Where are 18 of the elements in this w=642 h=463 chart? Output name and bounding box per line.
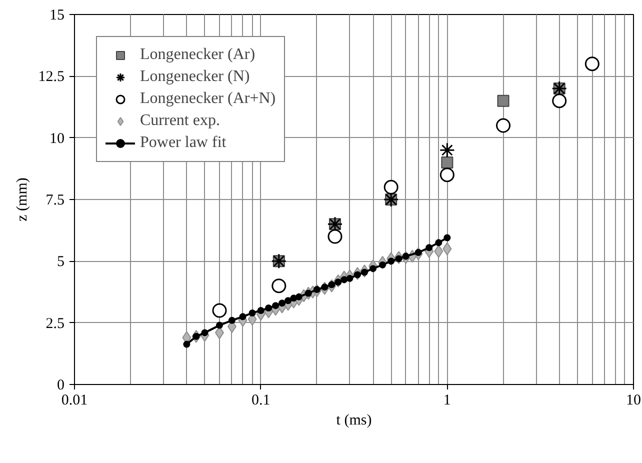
x-tick-label: 1: [443, 392, 451, 408]
y-tick-label: 15: [50, 8, 64, 24]
legend-label: Power law fit: [140, 134, 226, 152]
y-tick-label: 12.5: [38, 69, 64, 86]
legend-label: Longenecker (Ar+N): [140, 90, 276, 108]
legend-label: Longenecker (N): [140, 68, 250, 86]
y-tick-label: 2.5: [46, 316, 64, 332]
x-tick-label: 10: [626, 392, 641, 408]
x-tick-label: 0.01: [61, 392, 88, 408]
x-axis-title: t (ms): [336, 412, 372, 428]
y-axis-title: z (mm): [14, 178, 30, 222]
x-tick-label: 0.1: [251, 392, 270, 408]
legend-label: Current exp.: [140, 112, 220, 130]
legend-label: Longenecker (Ar): [140, 46, 256, 64]
y-tick-label: 0: [57, 378, 64, 394]
y-tick-label: 10: [50, 130, 64, 147]
y-tick-label: 7.5: [46, 192, 64, 208]
y-tick-label: 5: [57, 254, 64, 270]
